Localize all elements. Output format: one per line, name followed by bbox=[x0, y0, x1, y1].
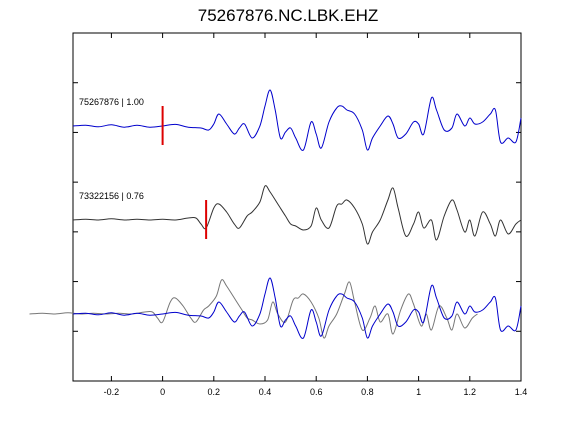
overlay-line-2 bbox=[29, 279, 478, 339]
trace-label-2: 73322156 | 0.76 bbox=[79, 191, 144, 201]
trace-label-1: 75267876 | 1.00 bbox=[79, 97, 144, 107]
x-tick-label: 0.2 bbox=[208, 387, 221, 397]
y-ticks bbox=[73, 82, 521, 332]
trace-line-2 bbox=[72, 185, 522, 245]
traces bbox=[72, 89, 522, 245]
trace-labels: 75267876 | 1.00 73322156 | 0.76 bbox=[79, 97, 144, 201]
x-tick-label: 0.4 bbox=[259, 387, 272, 397]
x-ticks: -0.2 0 0.2 0.4 0.6 0.8 1 1.2 1.4 bbox=[104, 33, 528, 397]
x-tick-label: 0.8 bbox=[361, 387, 374, 397]
trace-line-1 bbox=[72, 89, 522, 151]
plot-frame bbox=[72, 32, 522, 382]
x-tick-label: 0 bbox=[160, 387, 165, 397]
x-tick-label: 1 bbox=[416, 387, 421, 397]
x-tick-label: 1.2 bbox=[464, 387, 477, 397]
x-tick-label: 1.4 bbox=[515, 387, 528, 397]
overlay-traces bbox=[29, 277, 522, 339]
x-tick-label: -0.2 bbox=[104, 387, 120, 397]
x-tick-label: 0.6 bbox=[310, 387, 323, 397]
chart-title: 75267876.NC.LBK.EHZ bbox=[197, 6, 379, 25]
overlay-line-1 bbox=[72, 277, 522, 339]
